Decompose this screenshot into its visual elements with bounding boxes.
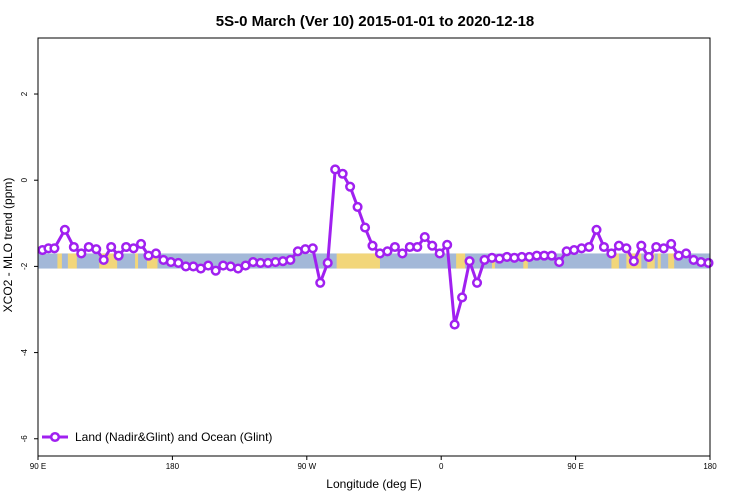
x-tick-label: 90 E [567, 462, 583, 471]
data-point [68, 241, 79, 253]
y-axis-label: XCO2 - MLO trend (ppm) [1, 178, 15, 313]
data-point [330, 164, 341, 175]
data-point [389, 241, 400, 253]
x-axis-ticks: 90 E 180 90 W 0 90 E 180 [30, 456, 717, 471]
data-point [352, 201, 363, 212]
data-point [457, 292, 468, 303]
land-band [611, 253, 619, 269]
data-point [337, 168, 348, 179]
y-tick-label: -4 [20, 348, 29, 356]
data-point [315, 277, 326, 288]
data-point [106, 241, 117, 253]
data-point [382, 246, 393, 257]
legend: Land (Nadir&Glint) and Ocean (Glint) [42, 430, 272, 444]
data-point [210, 265, 221, 276]
land-band [147, 253, 158, 269]
data-point [98, 254, 109, 265]
x-axis-label: Longitude (deg E) [326, 477, 421, 491]
data-point [76, 248, 87, 259]
data-point [150, 248, 162, 259]
data-point [367, 240, 378, 251]
data-point [113, 250, 124, 261]
data-point [49, 243, 60, 254]
land-band [135, 253, 139, 269]
data-point [628, 256, 639, 267]
data-point [666, 238, 677, 250]
x-tick-label: 90 W [297, 462, 316, 471]
data-point [703, 257, 714, 268]
data-point [345, 181, 356, 192]
chart-title: 5S-0 March (Ver 10) 2015-01-01 to 2020-1… [216, 13, 535, 30]
land-band [57, 253, 62, 269]
data-point [681, 248, 692, 259]
y-tick-label: 0 [20, 177, 29, 182]
data-point [359, 222, 371, 233]
data-point [621, 243, 632, 254]
data-point [128, 243, 139, 254]
data-point [598, 241, 610, 253]
x-tick-label: 0 [439, 462, 444, 471]
land-band [657, 253, 661, 269]
land-band [523, 253, 528, 269]
data-point [397, 248, 408, 259]
data-point [419, 232, 430, 243]
data-point [59, 224, 70, 235]
land-band [336, 253, 380, 269]
legend-label: Land (Nadir&Glint) and Ocean (Glint) [75, 430, 272, 444]
data-point [307, 243, 318, 254]
data-point [412, 241, 423, 253]
x-tick-label: 180 [703, 462, 717, 471]
series-points-layer [37, 164, 714, 330]
data-point [322, 257, 333, 268]
plot-frame [37, 37, 711, 457]
data-point [91, 244, 102, 255]
data-point [434, 248, 445, 259]
data-point [658, 243, 669, 254]
data-point [643, 251, 654, 262]
data-point [554, 257, 565, 268]
legend-marker-swatch [49, 431, 61, 443]
land-band [67, 253, 77, 269]
y-tick-label: -2 [20, 262, 29, 270]
data-point [546, 250, 557, 261]
data-point [203, 260, 214, 271]
data-point [442, 239, 453, 250]
data-point [471, 277, 483, 288]
land-band [456, 253, 466, 269]
data-point [464, 256, 475, 267]
data-point [636, 240, 647, 251]
land-band [668, 253, 675, 269]
data-point [427, 240, 438, 251]
data-point [285, 254, 296, 265]
y-tick-label: -6 [20, 435, 29, 443]
y-tick-label: 2 [20, 91, 29, 96]
data-point [591, 224, 602, 235]
data-point [583, 241, 595, 253]
x-tick-label: 90 E [30, 462, 46, 471]
data-point [449, 319, 460, 330]
data-point [606, 248, 617, 259]
data-point [135, 238, 147, 250]
y-axis-ticks: 2 0 -2 -4 -6 [20, 91, 38, 442]
x-tick-label: 180 [166, 462, 180, 471]
